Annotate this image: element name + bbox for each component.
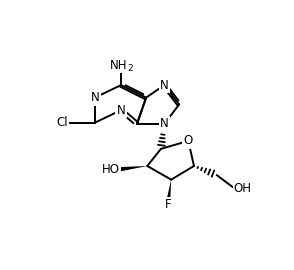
Polygon shape <box>118 166 147 172</box>
Text: O: O <box>184 134 193 147</box>
Text: N: N <box>160 79 169 92</box>
Text: HO: HO <box>102 163 120 176</box>
Text: NH: NH <box>110 59 128 72</box>
Text: Cl: Cl <box>56 116 68 129</box>
Text: N: N <box>91 91 99 104</box>
Text: N: N <box>117 104 126 117</box>
Polygon shape <box>166 180 171 205</box>
Text: 2: 2 <box>127 64 133 73</box>
Text: OH: OH <box>234 182 252 195</box>
Text: N: N <box>160 117 169 130</box>
Text: F: F <box>164 198 171 211</box>
